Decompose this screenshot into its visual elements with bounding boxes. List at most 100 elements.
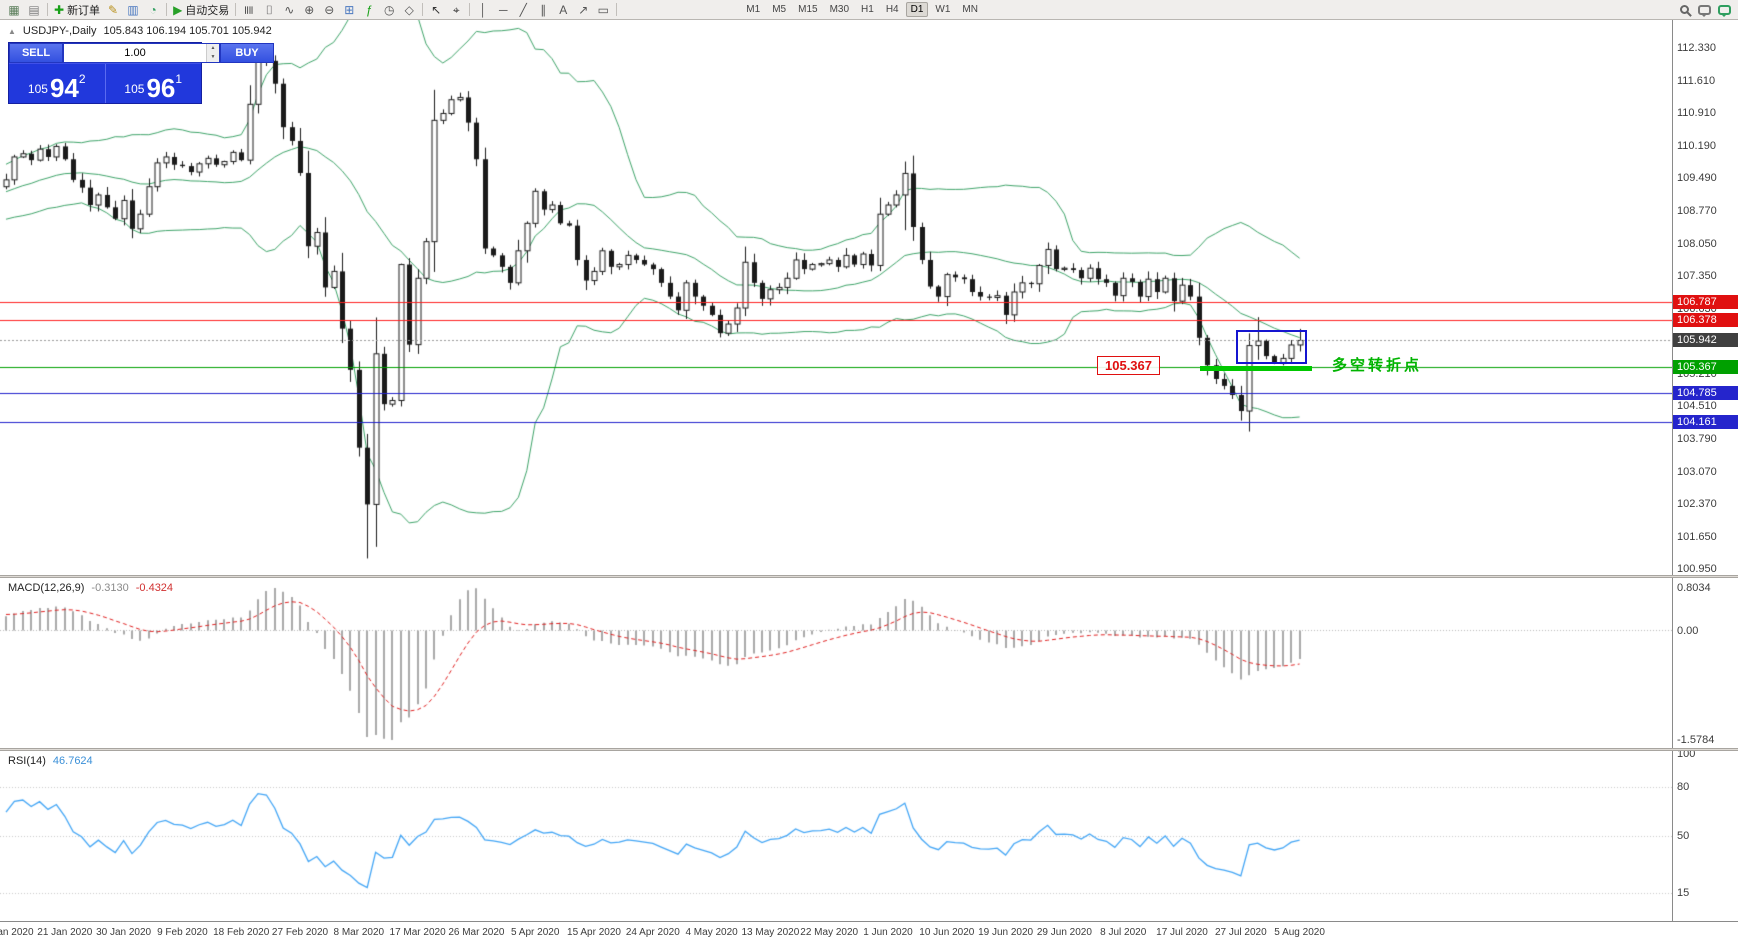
candles-mode-button[interactable]: ⌷ [259,1,279,19]
price-axis-label: 107.350 [1677,269,1717,282]
buy-price-prefix: 105 [124,82,145,96]
price-chart-canvas[interactable] [0,20,1672,575]
reversal-note-text[interactable]: 多空转折点 [1332,357,1423,374]
price-axis-label: 109.490 [1677,172,1717,184]
timeframe-M5-button[interactable]: M5 [772,4,787,15]
time-axis-label: 17 Mar 2020 [389,927,446,938]
vertical-line-button[interactable]: │ [473,1,493,19]
algo-trading-button[interactable]: ▶ 自动交易 [170,1,232,19]
one-click-trading-widget: SELL ▲ ▼ BUY 105 94 2 105 96 1 [8,42,274,104]
lot-size-input[interactable] [64,44,206,62]
search-button[interactable] [1674,1,1694,19]
zoom-in-button[interactable]: ⊕ [299,1,319,19]
trendline-button[interactable]: ╱ [513,1,533,19]
time-axis-label: 24 Apr 2020 [625,927,680,938]
timeframe-M15-button[interactable]: M15 [798,4,818,15]
cursor-button[interactable]: ↖ [426,1,446,19]
rsi-value: 46.7624 [52,755,93,767]
time-axis-label: 1 Jun 2020 [863,927,913,938]
community-icon: ◔ [149,2,157,17]
time-axis-label: 9 Feb 2020 [157,927,208,938]
tile-windows-button[interactable]: ⊞ [339,1,359,19]
time-axis-label: 15 Apr 2020 [567,927,621,938]
shapes-button[interactable]: ▭ [593,1,613,19]
equidistant-channel-button[interactable]: ∥ [533,1,553,19]
rsi-axis-label: 15 [1677,887,1690,900]
arrow-object-icon: ↗ [578,2,589,17]
time-axis-label: 17 Jul 2020 [1156,927,1208,938]
timeframe-W1-button[interactable]: W1 [935,4,951,15]
templates-icon: ◇ [404,2,414,17]
toolbox-button[interactable]: ▥ [123,1,143,19]
timeframe-M30-button[interactable]: M30 [829,4,850,15]
period-icon: ◷ [384,2,395,17]
candles-mode-icon: ⌷ [265,2,273,17]
timeframe-D1-button[interactable]: D1 [905,2,929,17]
tile-windows-icon: ⊞ [344,2,355,17]
rsi-label: RSI(14) 46.7624 [8,755,93,767]
timeframe-MN-button[interactable]: MN [962,4,978,15]
price-axis-label: 112.330 [1677,42,1716,54]
bars-mode-button[interactable]: ≣ [239,1,259,19]
sell-button[interactable]: SELL [9,43,63,63]
time-axis-label: 27 Feb 2020 [271,927,329,938]
timeframe-M1-button[interactable]: M1 [746,4,761,15]
price-axis-tag: 104.161 [1673,414,1738,429]
new-chart-button[interactable]: ▦ [4,1,24,19]
sell-price-prefix: 105 [27,82,48,96]
text-label-button[interactable]: A [553,1,573,19]
new-order-icon: ✚ [54,2,65,17]
line-mode-button[interactable]: ∿ [279,1,299,19]
chat-button[interactable] [1694,1,1714,19]
rsi-name: RSI(14) [8,755,46,767]
time-axis-label: 21 Jan 2020 [37,927,93,938]
buy-price[interactable]: 105 96 1 [104,64,202,103]
chart-ohlc-header: ▲ USDJPY-,Daily 105.843 106.194 105.701 … [8,25,272,37]
period-button[interactable]: ◷ [379,1,399,19]
arrow-object-button[interactable]: ↗ [573,1,593,19]
panel-separator-rsi[interactable] [0,748,1738,751]
community-chat-button[interactable] [1714,1,1734,19]
collapse-arrow-icon[interactable]: ▲ [8,26,16,36]
timeframe-H1-button[interactable]: H1 [861,4,874,15]
support-level-price-label[interactable]: 105.367 [1097,356,1160,375]
price-axis-label: 110.190 [1677,139,1716,152]
toolbar-separator [469,3,471,16]
indicators-button[interactable]: ƒ [359,1,379,19]
metaeditor-button[interactable]: ✎ [103,1,123,19]
horizontal-line-button[interactable]: ─ [493,1,513,19]
macd-axis-label: -1.5784 [1677,734,1715,746]
macd-axis-label: 0.00 [1677,624,1699,637]
rsi-panel-canvas[interactable] [0,751,1672,921]
zoom-out-button[interactable]: ⊖ [319,1,339,19]
profiles-button[interactable]: ▤ [24,1,44,19]
support-trendline-segment[interactable] [1200,366,1312,371]
time-axis-label: 12 Jan 2020 [0,927,34,938]
price-axis-label: 103.790 [1677,432,1717,445]
sell-price[interactable]: 105 94 2 [9,64,105,103]
templates-button[interactable]: ◇ [399,1,419,19]
zoom-out-icon: ⊖ [324,2,335,17]
consolidation-rectangle[interactable] [1236,330,1307,364]
lot-stepper: ▲ ▼ [206,44,219,62]
price-axis[interactable]: 112.330 111.610 110.910 110.190 109.490 108.7… [1672,20,1738,946]
macd-panel-canvas[interactable] [0,578,1672,748]
panel-separator-macd[interactable] [0,575,1738,578]
community-button[interactable]: ◔ [143,1,163,19]
lot-decrease-button[interactable]: ▼ [207,53,219,62]
new-order-button[interactable]: ✚ 新订单 [51,1,103,19]
time-axis-label: 26 Mar 2020 [448,927,505,938]
price-axis-label: 104.510 [1677,399,1717,412]
horizontal-line-icon: ─ [499,2,508,17]
time-axis-label: 13 May 2020 [741,927,800,938]
crosshair-button[interactable]: ⌖ [446,1,466,19]
zoom-in-icon: ⊕ [304,2,315,17]
lot-increase-button[interactable]: ▲ [207,44,219,53]
vertical-line-icon: │ [479,2,488,17]
buy-button[interactable]: BUY [220,43,274,63]
buy-price-big: 96 [146,72,176,103]
price-axis-label: 100.950 [1677,562,1717,575]
time-axis-label: 8 Mar 2020 [333,927,385,938]
timeframe-H4-button[interactable]: H4 [885,4,899,15]
